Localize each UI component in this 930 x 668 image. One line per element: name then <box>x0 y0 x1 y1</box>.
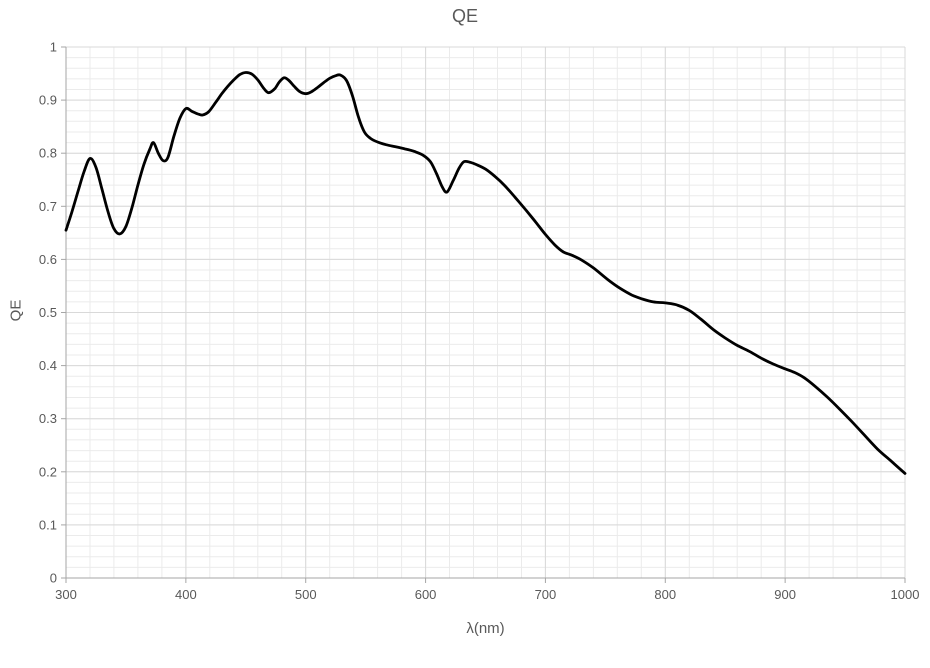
y-tick-label: 0.1 <box>39 517 57 532</box>
qe-curve <box>64 71 907 475</box>
x-tick-label: 900 <box>774 587 796 602</box>
x-tick-label: 600 <box>415 587 437 602</box>
x-tick-label: 500 <box>295 587 317 602</box>
y-tick-label: 0.9 <box>39 93 57 108</box>
y-tick-label: 0.3 <box>39 411 57 426</box>
x-tick-label: 400 <box>175 587 197 602</box>
x-tick-label: 800 <box>654 587 676 602</box>
x-tick-label: 1000 <box>891 587 920 602</box>
x-tick-label: 700 <box>535 587 557 602</box>
x-axis-title: λ(nm) <box>466 620 505 637</box>
chart-title: QE <box>451 6 478 26</box>
y-tick-label: 1 <box>50 40 57 55</box>
y-tick-label: 0 <box>50 571 57 586</box>
x-tick-label: 300 <box>55 587 77 602</box>
y-axis-title: QE <box>7 299 25 322</box>
y-tick-label: 0.4 <box>39 358 57 373</box>
y-tick-label: 0.6 <box>39 252 57 267</box>
y-tick-label: 0.2 <box>39 464 57 479</box>
y-tick-label: 0.8 <box>39 146 57 161</box>
y-tick-label: 0.7 <box>39 199 57 214</box>
y-tick-label: 0.5 <box>39 305 57 320</box>
